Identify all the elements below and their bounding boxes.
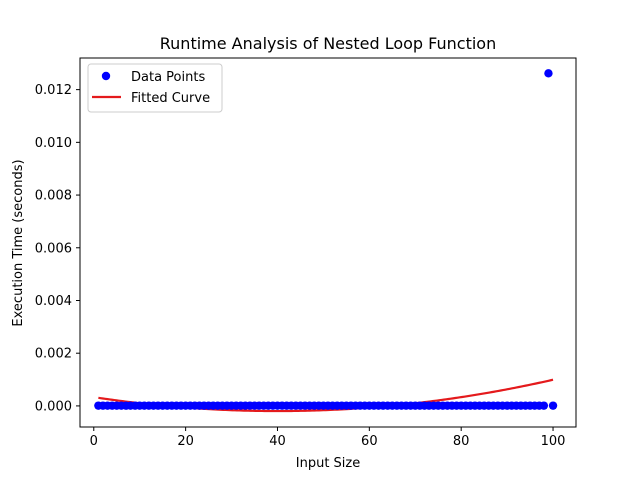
y-tick-label: 0.002 — [35, 347, 72, 362]
y-tick-label: 0.012 — [35, 83, 72, 98]
legend-box — [87, 63, 223, 113]
chart-title: Runtime Analysis of Nested Loop Function — [160, 34, 496, 53]
legend-label-data-points: Data Points — [131, 70, 205, 85]
axes-frame — [79, 57, 577, 428]
legend-marker-data-points — [101, 71, 111, 81]
y-tick-label: 0.000 — [35, 399, 72, 414]
axes: 0 20 40 60 80 100 0.000 0.002 0.004 0.006 0.008 0.0… — [35, 57, 577, 449]
y-axis-title: Execution Time (seconds) — [11, 159, 26, 326]
x-tick-label: 60 — [361, 434, 378, 449]
legend: Data Points Fitted Curve — [87, 63, 223, 113]
data-point — [548, 401, 558, 410]
x-tick-label: 40 — [269, 434, 286, 449]
y-tick-label: 0.006 — [35, 241, 72, 256]
plot-area — [94, 69, 558, 413]
legend-label-fitted-curve: Fitted Curve — [131, 91, 210, 106]
x-axis-title: Input Size — [296, 456, 360, 471]
x-tick-label: 0 — [90, 434, 98, 449]
plot-contents — [94, 69, 558, 413]
x-tick-label: 100 — [541, 434, 566, 449]
data-point-outlier — [544, 69, 553, 78]
x-tick-label: 20 — [177, 434, 194, 449]
x-tick-label: 80 — [453, 434, 470, 449]
y-tick-label: 0.010 — [35, 136, 72, 151]
y-tick-label: 0.004 — [35, 294, 72, 309]
y-tick-label: 0.008 — [35, 189, 72, 204]
data-point — [539, 401, 549, 410]
